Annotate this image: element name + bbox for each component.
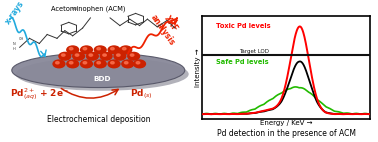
Text: Pd$_{(s)}$: Pd$_{(s)}$	[130, 88, 153, 102]
Circle shape	[83, 62, 87, 64]
Circle shape	[94, 46, 106, 54]
Circle shape	[67, 60, 79, 68]
Circle shape	[136, 62, 140, 64]
Circle shape	[59, 52, 71, 60]
Text: Safe Pd levels: Safe Pd levels	[216, 59, 268, 65]
Circle shape	[87, 52, 98, 60]
Circle shape	[70, 48, 73, 50]
Circle shape	[128, 52, 139, 60]
Ellipse shape	[16, 58, 189, 91]
Circle shape	[83, 48, 87, 50]
Circle shape	[111, 48, 114, 50]
Circle shape	[62, 54, 65, 56]
Circle shape	[89, 54, 93, 56]
Circle shape	[70, 62, 73, 64]
Text: x-rays: x-rays	[4, 0, 26, 26]
Circle shape	[81, 46, 92, 54]
Text: XRF
analysis: XRF analysis	[149, 6, 185, 47]
Text: BDD: BDD	[93, 76, 111, 82]
Text: CH: CH	[19, 37, 24, 41]
Circle shape	[108, 60, 120, 68]
Circle shape	[122, 60, 134, 68]
Text: Toxic Pd levels: Toxic Pd levels	[216, 23, 270, 30]
Circle shape	[124, 62, 128, 64]
Circle shape	[94, 60, 106, 68]
Circle shape	[120, 46, 132, 54]
Circle shape	[114, 52, 126, 60]
Text: N
H: N H	[12, 42, 15, 51]
Text: Electrochemical deposition: Electrochemical deposition	[46, 115, 150, 124]
Circle shape	[134, 60, 146, 68]
Circle shape	[75, 54, 79, 56]
Circle shape	[108, 46, 120, 54]
Text: Pd$^{2+}_{(aq)}$ + 2e$^{-}$: Pd$^{2+}_{(aq)}$ + 2e$^{-}$	[10, 87, 69, 102]
Y-axis label: Intensity →: Intensity →	[195, 48, 201, 87]
Circle shape	[53, 60, 65, 68]
Circle shape	[81, 60, 92, 68]
Circle shape	[73, 52, 85, 60]
Circle shape	[116, 54, 120, 56]
Text: HO: HO	[71, 7, 78, 11]
Circle shape	[122, 48, 126, 50]
Text: Acetominophen (ACM): Acetominophen (ACM)	[51, 5, 126, 12]
Circle shape	[111, 62, 114, 64]
X-axis label: Energy / KeV →: Energy / KeV →	[260, 120, 313, 126]
Circle shape	[97, 62, 101, 64]
Circle shape	[56, 62, 59, 64]
Circle shape	[97, 48, 101, 50]
Ellipse shape	[12, 53, 185, 87]
Circle shape	[100, 52, 112, 60]
Circle shape	[67, 46, 79, 54]
Text: Target LOD: Target LOD	[239, 49, 269, 54]
Circle shape	[130, 54, 134, 56]
Circle shape	[103, 54, 106, 56]
Text: Pd detection in the presence of ACM: Pd detection in the presence of ACM	[217, 129, 356, 138]
